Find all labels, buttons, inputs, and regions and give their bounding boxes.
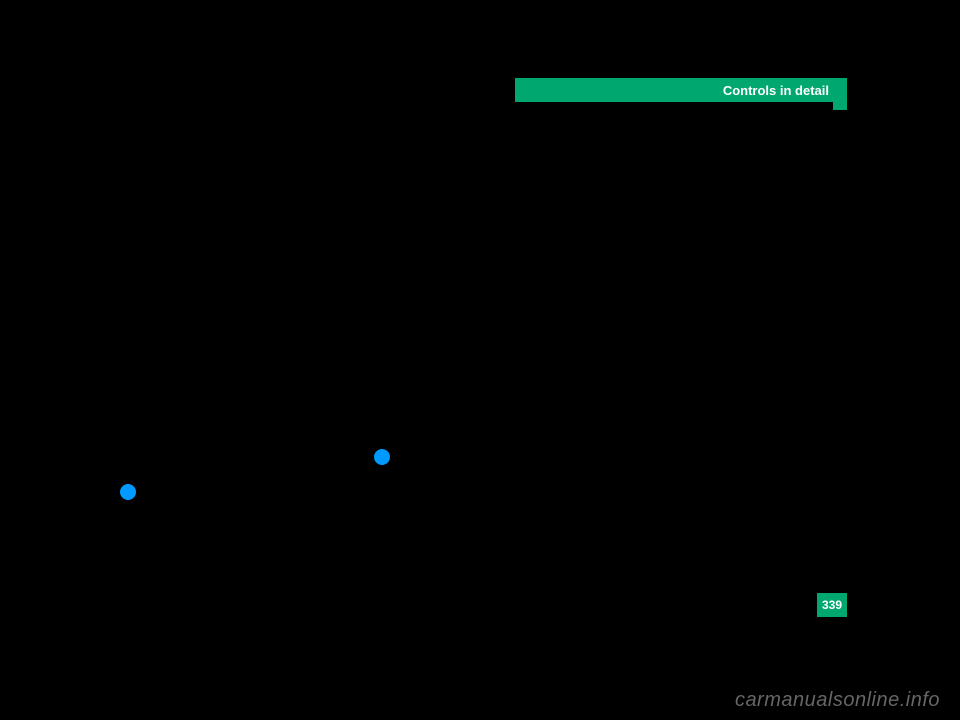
bullet-icon: [374, 449, 390, 465]
header-bar: Controls in detail: [515, 78, 847, 102]
page-number: 339: [822, 598, 842, 612]
page-number-box: 339: [817, 593, 847, 617]
header-title: Controls in detail: [723, 83, 829, 98]
bullet-icon: [120, 484, 136, 500]
watermark-text: carmanualsonline.info: [735, 689, 940, 712]
header-tab: [833, 102, 847, 110]
